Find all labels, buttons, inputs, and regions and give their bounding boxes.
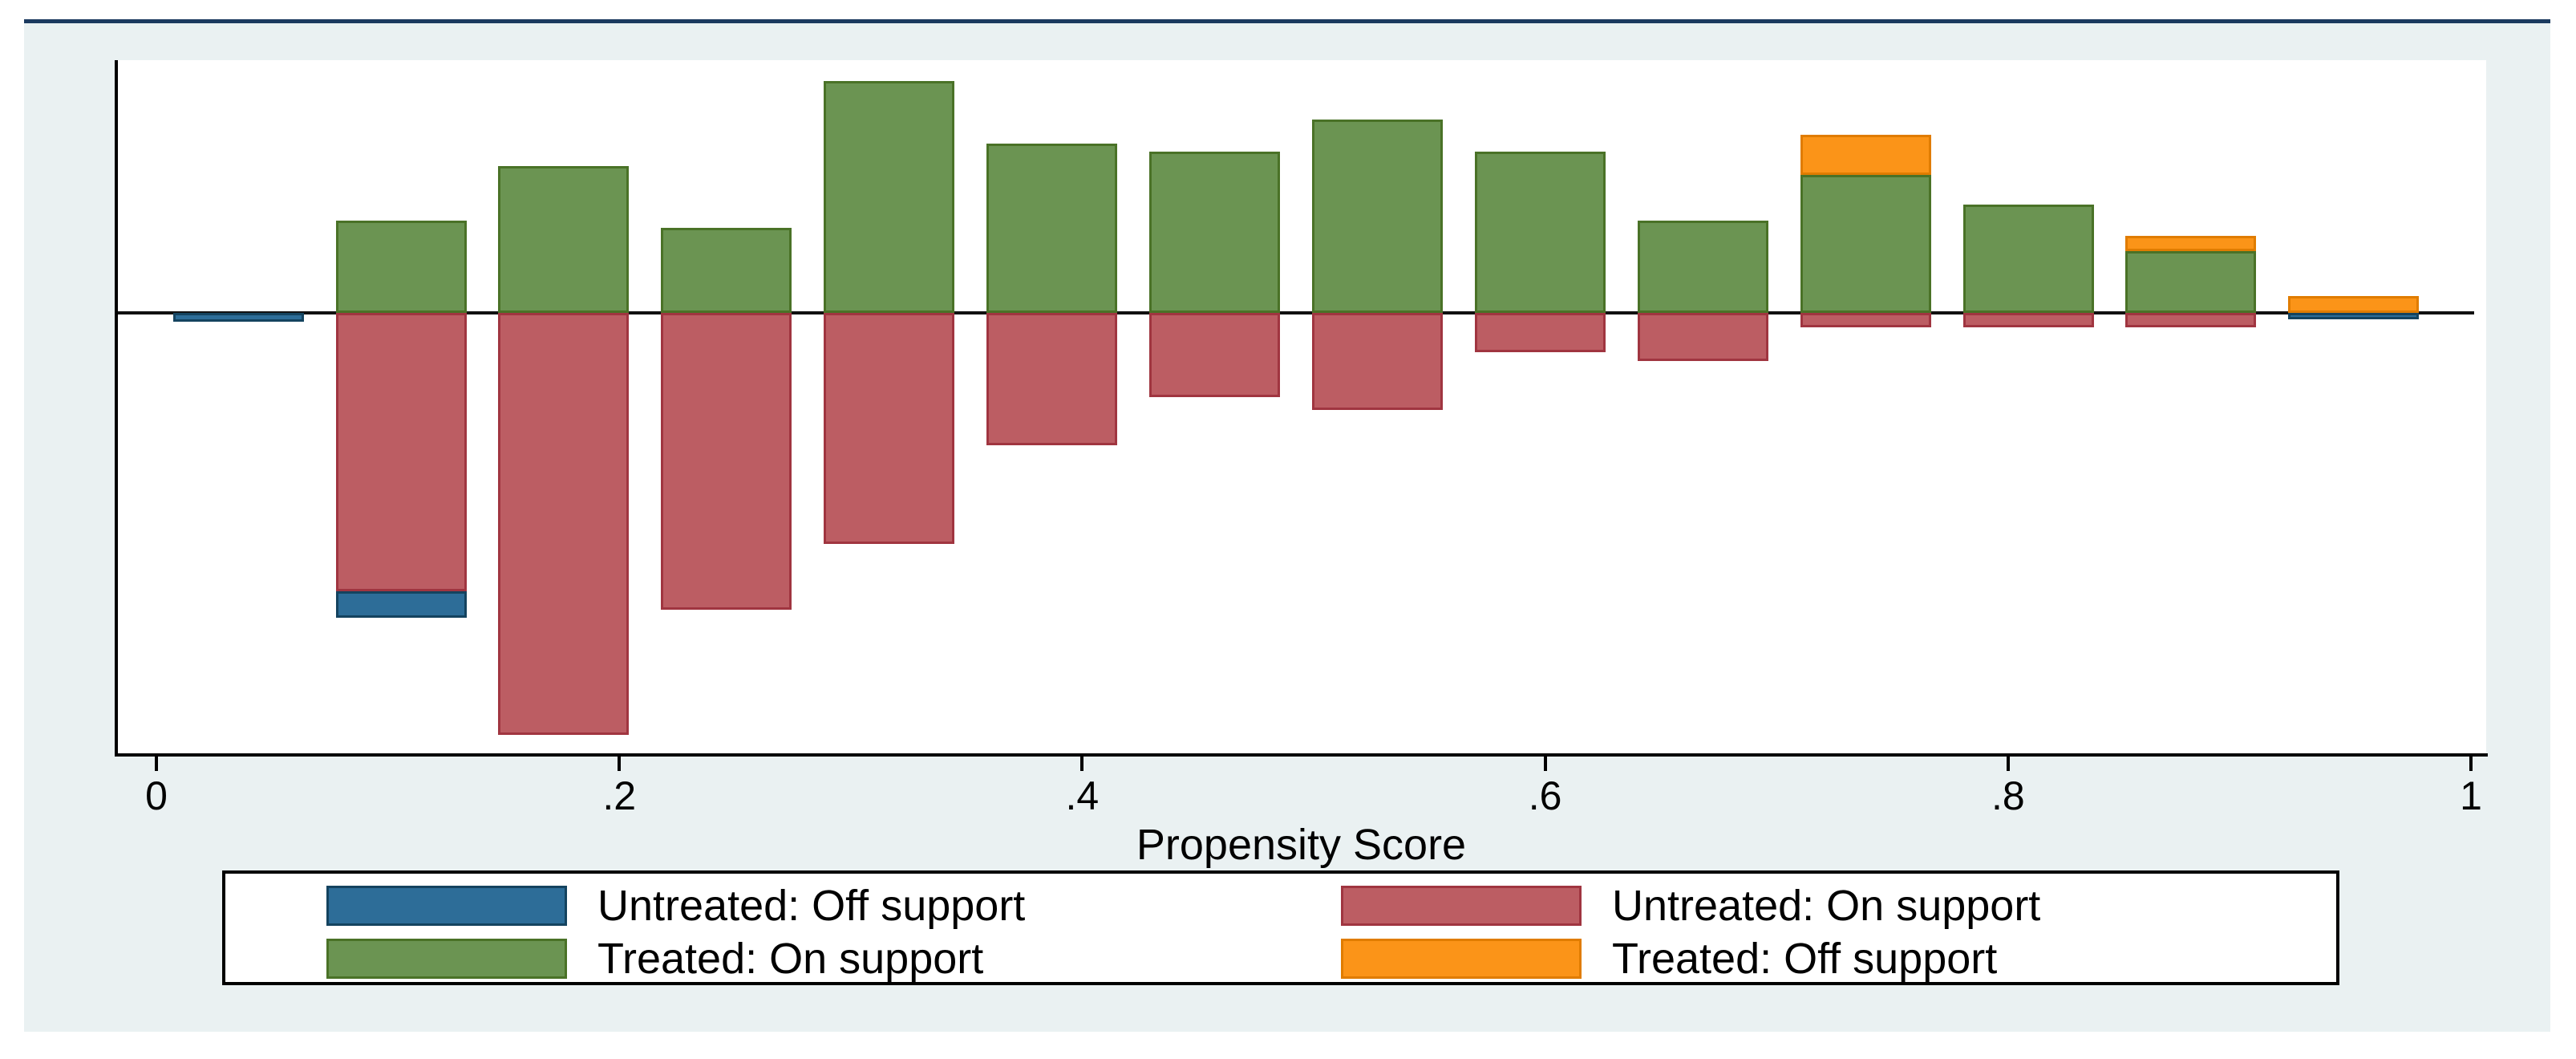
x-tick-label: 0 [145, 773, 168, 818]
x-tick-mark [618, 757, 622, 771]
bar-segment-untreated-on [1149, 313, 1281, 397]
plot-area [116, 60, 2486, 755]
bar-segment-untreated-off [172, 313, 304, 323]
legend-label: Treated: Off support [1612, 935, 1998, 983]
x-axis-line [115, 753, 2488, 757]
graph-top-border-rule [24, 19, 2550, 23]
bar-segment-untreated-on [335, 313, 467, 592]
bar-segment-treated-off [2288, 296, 2420, 313]
legend-swatch-untreated-off-icon [326, 886, 567, 926]
zero-baseline [116, 311, 2474, 314]
legend-item-treated-on-support: Treated: On support [326, 935, 984, 983]
x-tick-label: 1 [2460, 773, 2482, 818]
bar-segment-treated-on [824, 80, 955, 313]
bar-segment-untreated-on [1637, 313, 1768, 361]
bar-segment-treated-on [2125, 250, 2257, 313]
bar-segment-untreated-on [1962, 313, 2094, 328]
x-tick-label: .8 [1991, 773, 2025, 818]
x-tick-mark [2006, 757, 2010, 771]
legend-swatch-untreated-on-icon [1341, 886, 1582, 926]
bar-segment-untreated-on [824, 313, 955, 545]
x-tick-label: .4 [1065, 773, 1100, 818]
bar-segment-untreated-on [986, 313, 1118, 446]
legend-swatch-treated-off-icon [1341, 939, 1582, 979]
bar-segment-treated-off [2125, 235, 2257, 251]
y-axis-line [115, 60, 118, 757]
legend-label: Untreated: Off support [597, 882, 1026, 930]
bar-segment-treated-on [1637, 220, 1768, 313]
bar-segment-treated-on [1311, 120, 1443, 313]
legend-box: Untreated: Off support Untreated: On sup… [222, 870, 2339, 985]
bar-segment-treated-on [498, 166, 630, 313]
x-tick-mark [1543, 757, 1547, 771]
bar-segment-treated-on [661, 228, 792, 313]
bar-segment-untreated-on [661, 313, 792, 610]
legend-label: Untreated: On support [1612, 882, 2041, 930]
legend-item-untreated-off-support: Untreated: Off support [326, 882, 1026, 930]
bar-segment-untreated-on [2125, 313, 2257, 328]
legend-swatch-treated-on-icon [326, 939, 567, 979]
x-tick-label: .2 [602, 773, 637, 818]
bar-segment-untreated-on [1311, 313, 1443, 411]
legend-item-treated-off-support: Treated: Off support [1341, 935, 1998, 983]
bar-segment-untreated-off [2288, 313, 2420, 319]
bar-segment-treated-off [1800, 135, 1931, 175]
x-axis-title: Propensity Score [1136, 821, 1467, 869]
legend-label: Treated: On support [597, 935, 984, 983]
bar-segment-treated-on [986, 143, 1118, 313]
bar-segment-treated-on [1962, 204, 2094, 313]
bar-segment-treated-on [1474, 152, 1606, 313]
bar-segment-untreated-on [498, 313, 630, 735]
bar-segment-untreated-on [1474, 313, 1606, 353]
bar-segment-treated-on [1149, 152, 1281, 313]
x-tick-mark [2469, 757, 2473, 771]
x-tick-mark [155, 757, 158, 771]
bar-segment-treated-on [1800, 174, 1931, 313]
x-tick-mark [1080, 757, 1084, 771]
x-tick-label: .6 [1528, 773, 1562, 818]
bar-segment-treated-on [335, 220, 467, 313]
graph-background: 0 .2 .4 .6 .8 1 Propensity Score Untreated: O… [24, 23, 2550, 1032]
bar-segment-untreated-off [335, 591, 467, 619]
legend-item-untreated-on-support: Untreated: On support [1341, 882, 2041, 930]
bar-segment-untreated-on [1800, 313, 1931, 328]
